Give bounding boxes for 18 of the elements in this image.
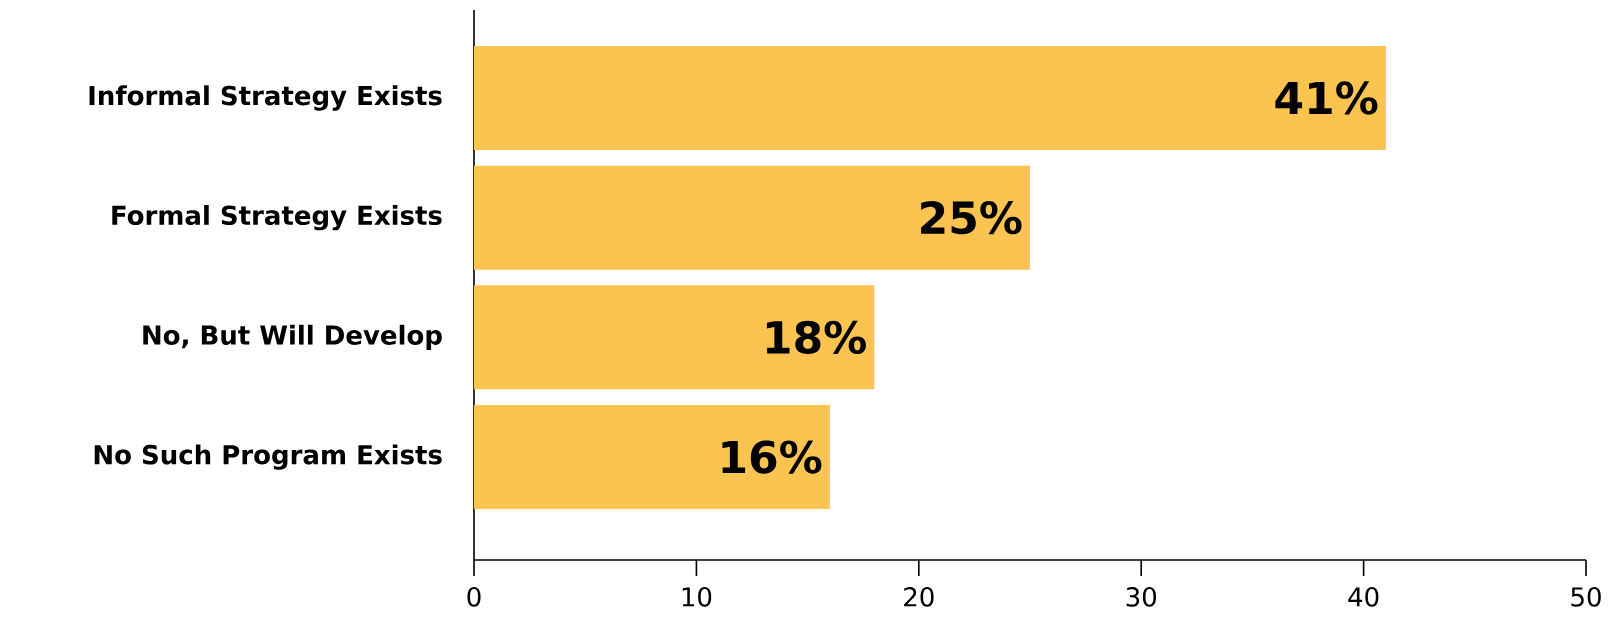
data-label: 25% bbox=[921, 201, 1022, 235]
x-tick-label: 10 bbox=[682, 587, 712, 607]
data-label: 16% bbox=[722, 440, 822, 474]
x-tick-label: 20 bbox=[904, 587, 934, 607]
data-label: 18% bbox=[766, 320, 866, 355]
bar bbox=[474, 405, 830, 510]
bar bbox=[474, 45, 1386, 150]
x-tick-label: 50 bbox=[1571, 587, 1601, 607]
y-tick-label: Informal Strategy Exists bbox=[89, 85, 442, 111]
bar bbox=[474, 285, 875, 390]
bar bbox=[474, 165, 1030, 270]
y-tick-label: No, But Will Develop bbox=[143, 324, 442, 350]
x-tick-label: 40 bbox=[1348, 587, 1379, 607]
y-tick-label: Formal Strategy Exists bbox=[112, 204, 442, 231]
y-tick-label: No Such Program Exists bbox=[94, 444, 442, 470]
x-tick-label: 30 bbox=[1126, 587, 1157, 607]
x-tick-label: 0 bbox=[467, 587, 481, 607]
data-label: 41% bbox=[1275, 81, 1378, 115]
